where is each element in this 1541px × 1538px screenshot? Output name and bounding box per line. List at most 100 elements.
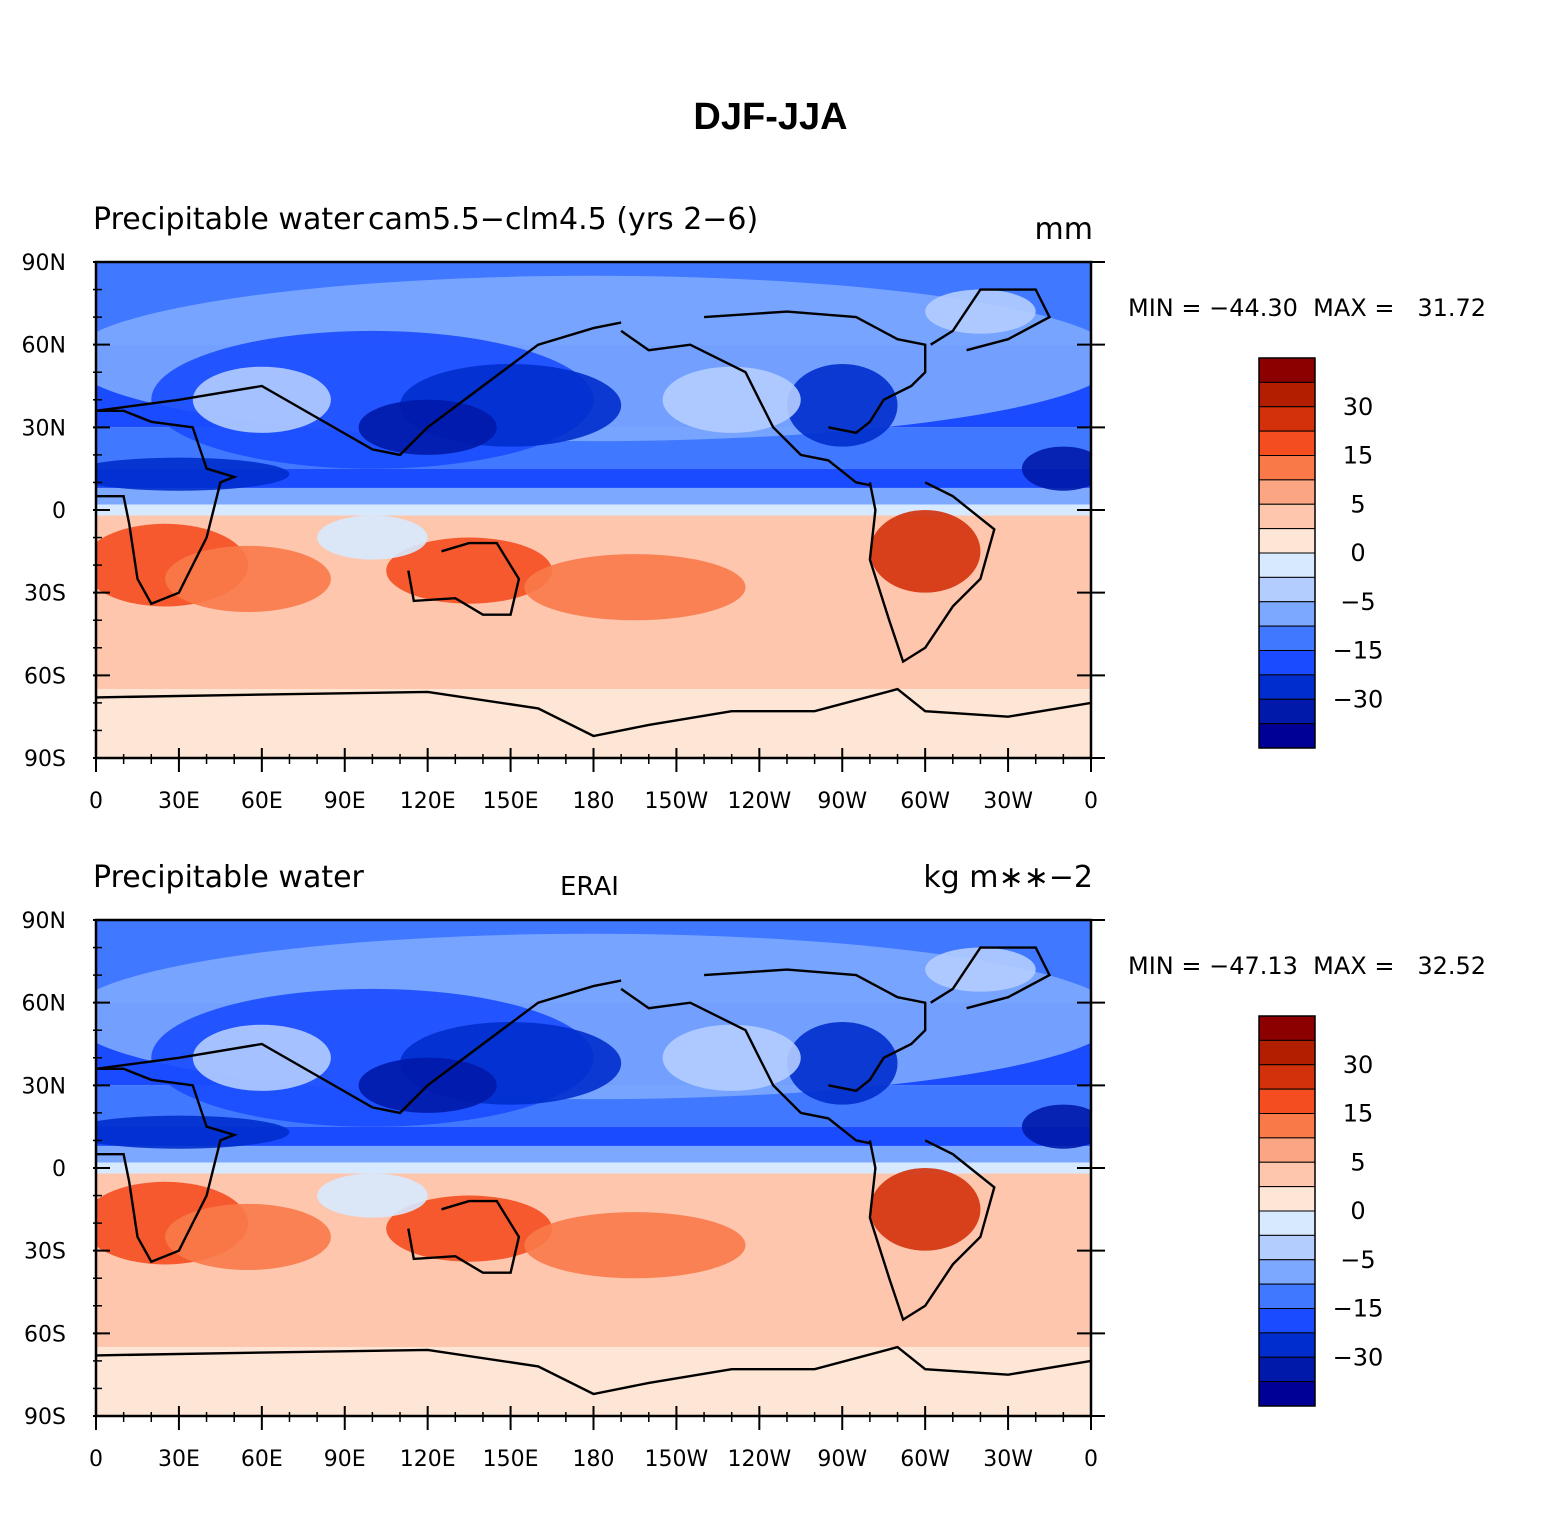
field-contour <box>1021 446 1091 491</box>
colorbar-swatch <box>1258 625 1316 651</box>
coastline <box>704 310 927 435</box>
lon-tick-label: 30E <box>158 1447 200 1472</box>
lat-tick-label: 0 <box>52 499 66 524</box>
field-band <box>96 1292 1091 1348</box>
lon-tick-label: 90E <box>324 789 366 814</box>
field-layer <box>96 920 1091 1416</box>
lon-tick-label: 120W <box>727 789 791 814</box>
lon-tick-label: 0 <box>89 789 103 814</box>
field-contour <box>165 1203 331 1270</box>
lon-tick-label: 90E <box>324 1447 366 1472</box>
lat-tick-label: 60N <box>22 992 66 1017</box>
coastline <box>96 687 1091 738</box>
field-contour <box>317 1173 428 1218</box>
field-band <box>96 1162 1091 1174</box>
map-svg: 90N 60N 30N 0 30S 60S 90S 0 30E 60E 90E 120E 150E 180… <box>22 251 1384 814</box>
colorbar-tick-label: 5 <box>1350 1148 1365 1176</box>
colorbar-swatch <box>1258 455 1316 481</box>
lon-tick-label: 60W <box>900 1447 950 1472</box>
colorbar-swatch <box>1258 1332 1316 1358</box>
lon-tick-label: 150E <box>483 1447 539 1472</box>
field-contour <box>165 545 331 612</box>
colorbar-tick-label: 0 <box>1350 539 1365 567</box>
lon-tick-label: 120E <box>400 1447 456 1472</box>
colorbar-tick-label: −30 <box>1333 685 1384 713</box>
colorbar-swatch <box>1258 1381 1316 1407</box>
field-contour <box>386 1195 553 1262</box>
coastline <box>620 329 871 487</box>
field-band <box>96 1347 1091 1416</box>
colorbar-tick-label: 30 <box>1343 1051 1374 1079</box>
field-contour <box>317 515 428 560</box>
lat-tick-label: 60S <box>24 1322 66 1347</box>
colorbar-tick-label: −30 <box>1333 1343 1384 1371</box>
coastline <box>930 288 1052 352</box>
lon-tick-label: 30W <box>983 789 1033 814</box>
field-layer <box>96 262 1091 758</box>
field-contour <box>96 457 290 491</box>
colorbar-swatch <box>1258 1308 1316 1334</box>
lon-tick-label: 150W <box>645 789 709 814</box>
lon-tick-label: 180 <box>573 789 615 814</box>
coastline <box>704 968 927 1093</box>
colorbar-swatch <box>1258 1161 1316 1188</box>
lon-tick-label: 30E <box>158 789 200 814</box>
colorbar-tick-label: 5 <box>1350 490 1365 518</box>
lon-tick-label: 60E <box>241 789 283 814</box>
lat-tick-label: 60S <box>24 664 66 689</box>
coastline <box>620 987 871 1145</box>
panel-variable-label: Precipitable water <box>93 860 364 895</box>
colorbar-tick-label: −5 <box>1340 1246 1375 1274</box>
panel-units-label: kg m∗∗−2 <box>923 860 1093 895</box>
field-band <box>96 689 1091 758</box>
field-contour <box>96 1115 290 1149</box>
coastline <box>96 1345 1091 1396</box>
panel-units-label: mm <box>1034 212 1093 247</box>
min-max-readout: MIN = −47.13 MAX = 32.52 <box>1128 952 1487 980</box>
colorbar-tick-label: 15 <box>1343 1100 1374 1128</box>
coastline <box>868 481 996 664</box>
lon-tick-label: 150W <box>645 1447 709 1472</box>
lon-tick-label: 120W <box>727 1447 791 1472</box>
lon-tick-label: 0 <box>89 1447 103 1472</box>
lon-tick-label: 0 <box>1084 789 1098 814</box>
lon-tick-label: 120E <box>400 789 456 814</box>
colorbar-swatch <box>1258 381 1316 408</box>
field-contour <box>662 1024 801 1091</box>
colorbar-tick-label: 15 <box>1343 442 1374 470</box>
lat-tick-label: 60N <box>22 334 66 359</box>
colorbar-swatch <box>1258 1283 1316 1309</box>
colorbar-tick-label: −5 <box>1340 588 1375 616</box>
coastline <box>96 409 238 606</box>
field-contour <box>1021 1104 1091 1149</box>
colorbar-frame <box>1258 1015 1316 1407</box>
colorbar-swatch <box>1258 650 1316 676</box>
colorbar-tick-label: −15 <box>1333 1295 1384 1323</box>
lon-tick-label: 90W <box>817 1447 867 1472</box>
field-contour <box>524 554 746 621</box>
colorbar-tick-label: 30 <box>1343 393 1374 421</box>
field-contour <box>192 1024 331 1091</box>
colorbar-swatch <box>1258 576 1316 603</box>
colorbar-swatch <box>1258 1186 1316 1212</box>
field-contour <box>662 366 801 433</box>
field-contour <box>925 947 1036 992</box>
lat-tick-label: 30S <box>24 582 66 607</box>
field-contour <box>192 366 331 433</box>
field-contour <box>869 510 981 593</box>
lon-tick-label: 60W <box>900 789 950 814</box>
colorbar-swatch <box>1258 479 1316 505</box>
coastline <box>930 946 1052 1010</box>
field-band <box>96 504 1091 516</box>
lat-tick-label: 30N <box>22 416 66 441</box>
map-panel-obs: Precipitable water ERAI kg m∗∗−2 MIN = −… <box>0 848 1541 1508</box>
panel-variable-label: Precipitable water <box>93 202 364 237</box>
field-contour <box>786 1021 898 1105</box>
coastline <box>407 1199 521 1274</box>
lon-tick-label: 0 <box>1084 1447 1098 1472</box>
colorbar-swatch <box>1258 552 1316 578</box>
field-contour <box>524 1212 746 1279</box>
colorbar-swatch <box>1258 698 1316 725</box>
colorbar-swatch <box>1258 1234 1316 1261</box>
colorbar-swatch <box>1258 1137 1316 1163</box>
